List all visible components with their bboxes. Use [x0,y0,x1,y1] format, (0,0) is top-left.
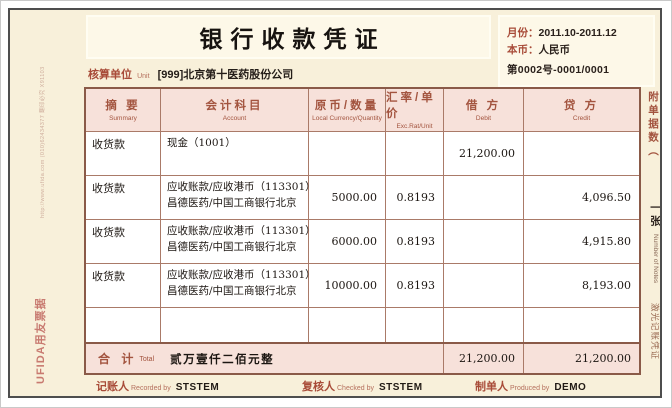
month-line: 月份：2011.10-2011.12 [507,25,653,42]
summary-cell: 收货款 [86,176,161,219]
rate-cell [386,308,444,342]
currency-label: 本币： [507,43,539,56]
produced-by: 制单人 Produced by DEMO [475,381,587,393]
recorded-by: 记账人 Recorded by STSTEM [96,381,220,393]
rate-cell: 0.8193 [386,176,444,219]
header-rate: 汇率/单价 Exc.Rat/Unit [386,89,444,131]
header-debit: 借 方 Debit [444,89,524,131]
month-value: 2011.10-2011.12 [538,27,617,39]
credit-cell [524,308,639,342]
debit-cell: 21,200.00 [444,132,524,175]
header-credit: 贷 方 Credit [563,100,600,123]
currency-cell: 5000.00 [309,176,386,219]
unit-value: [999]北京第十医药股份公司 [157,69,294,81]
ufida-meta-text: http://www.ufida.com (010)62434377 翻印必究 … [40,66,46,218]
credit-cell [524,132,639,175]
summary-cell [86,308,161,342]
debit-cell [444,220,524,263]
header-summary: 摘 要 Summary [86,89,161,131]
unit-label: 核算单位 [88,69,132,81]
summary-cell: 收货款 [86,264,161,307]
voucher-table: 摘 要 Summary 会计科目 Account 原币/数量 Local Curren… [84,87,641,375]
rate-cell: 0.8193 [386,264,444,307]
credit-cell: 4,915.80 [582,235,631,248]
account-cell: 应收账款/应收港币（113301） 昌德医药/中国工商银行北京 [161,176,316,219]
rate-cell [386,132,444,175]
table-row: 收货款 应收账款/应收港币（113301） 昌德医药/中国工商银行北京 6000.00… [86,220,639,264]
total-label-cell: 合 计 Total 贰万壹仟二佰元整 [86,344,444,373]
currency-value: 人民币 [538,43,571,56]
info-panel: 月份：2011.10-2011.12 本币：人民币 第0002号-0001/00… [498,15,655,87]
credit-cell: 4,096.50 [582,191,631,204]
page-title: 银行收款凭证 [199,26,386,52]
table-row: 收货款 现金（1001） 21,200.00 [86,132,639,176]
currency-cell: 6000.00 [309,220,386,263]
debit-cell [444,176,524,219]
credit-cell: 8,193.00 [582,279,631,292]
currency-cell: 10000.00 [309,264,386,307]
checked-by: 复核人 Checked by STSTEM [302,381,423,393]
header-currency: 原币/数量 Local Currency/Quantity [309,89,386,131]
total-debit: 21,200.00 [444,344,524,373]
debit-cell [444,264,524,307]
voucher-paper: UFIDA用友票据 http://www.ufida.com (010)6243… [10,10,661,396]
total-credit: 21,200.00 [575,352,631,365]
attached-notes-label: 附单据数（ [647,91,659,159]
header-account: 会计科目 Account [161,89,309,131]
unit-line: 核算单位 Unit [999]北京第十医药股份公司 [88,66,293,82]
ufida-brand-text: UFIDA用友票据 [35,297,47,384]
notes-count: 一张Number of Notes [649,202,661,284]
month-label: 月份： [507,27,539,39]
account-cell: 现金（1001） [161,132,309,175]
summary-cell: 收货款 [86,220,161,263]
account-cell [161,308,309,342]
voucher-number: 第0002号-0001/0001 [507,63,610,76]
total-amount-words: 贰万壹仟二佰元整 [170,351,275,366]
account-cell: 应收账款/应收港币（113301） 昌德医药/中国工商银行北京 [161,264,316,307]
paper-type-text: 激光记账凭证 [650,303,660,361]
rate-cell: 0.8193 [386,220,444,263]
title-panel: 银行收款凭证 [86,15,491,59]
currency-cell [309,308,386,342]
voucher-rows: 收货款 现金（1001） 21,200.00 收货款 应收账款/应收港币（113301）… [86,132,639,342]
table-row: 收货款 应收账款/应收港币（113301） 昌德医药/中国工商银行北京 10000.0… [86,264,639,308]
summary-cell: 收货款 [86,132,161,175]
debit-cell [444,308,524,342]
total-row: 合 计 Total 贰万壹仟二佰元整 21,200.00 21,200.00 [86,342,639,373]
account-cell: 应收账款/应收港币（113301） 昌德医药/中国工商银行北京 [161,220,316,263]
table-row: 收货款 应收账款/应收港币（113301） 昌德医药/中国工商银行北京 5000.00… [86,176,639,220]
table-row [86,308,639,342]
unit-label-en: Unit [137,73,150,80]
table-header: 摘 要 Summary 会计科目 Account 原币/数量 Local Curren… [86,89,639,132]
currency-line: 本币：人民币 [507,42,653,59]
currency-cell [309,132,386,175]
total-label: 合 计 [98,352,138,366]
